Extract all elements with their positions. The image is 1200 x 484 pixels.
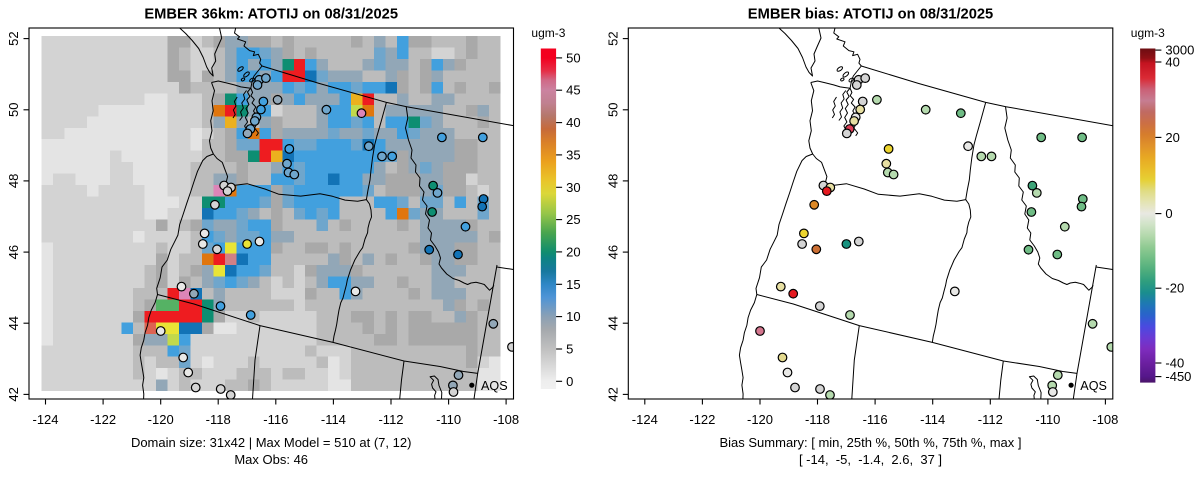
svg-text:-118: -118 <box>805 412 830 427</box>
svg-text:-450: -450 <box>1165 369 1191 384</box>
svg-text:40: 40 <box>1165 55 1179 70</box>
svg-text:52: 52 <box>605 31 620 45</box>
svg-text:-116: -116 <box>263 412 288 427</box>
svg-text:0: 0 <box>566 374 573 389</box>
svg-text:48: 48 <box>605 174 620 188</box>
svg-text:[ -14, -5, -1.4, 2.6, 37 ]: [ -14, -5, -1.4, 2.6, 37 ] <box>799 452 942 467</box>
svg-text:-114: -114 <box>920 412 945 427</box>
svg-text:44: 44 <box>6 316 21 330</box>
svg-text:Domain size: 31x42 | Max Model: Domain size: 31x42 | Max Model = 510 at … <box>131 435 412 450</box>
svg-text:52: 52 <box>6 31 21 45</box>
svg-text:-124: -124 <box>632 412 658 427</box>
svg-text:42: 42 <box>605 387 620 401</box>
svg-text:40: 40 <box>566 115 580 130</box>
svg-text:-118: -118 <box>206 412 231 427</box>
svg-text:Bias Summary: [ min, 25th %, 5: Bias Summary: [ min, 25th %, 50th %, 75t… <box>719 435 1021 450</box>
svg-text:42: 42 <box>6 387 21 401</box>
svg-text:ugm-3: ugm-3 <box>531 26 565 40</box>
svg-text:20: 20 <box>1165 130 1179 145</box>
svg-text:46: 46 <box>6 245 21 259</box>
svg-text:15: 15 <box>566 277 580 292</box>
svg-text:0: 0 <box>1165 206 1172 221</box>
svg-text:-110: -110 <box>1035 412 1060 427</box>
svg-text:-110: -110 <box>436 412 461 427</box>
svg-text:-40: -40 <box>1165 356 1184 371</box>
svg-text:-20: -20 <box>1165 281 1184 296</box>
svg-text:35: 35 <box>566 147 580 162</box>
svg-text:AQS: AQS <box>1080 379 1107 393</box>
svg-text:46: 46 <box>605 245 620 259</box>
svg-text:-122: -122 <box>90 412 116 427</box>
svg-text:Max Obs: 46: Max Obs: 46 <box>234 452 308 467</box>
svg-text:-124: -124 <box>32 412 58 427</box>
svg-text:20: 20 <box>566 244 580 259</box>
svg-text:50: 50 <box>566 50 580 65</box>
svg-text:ugm-3: ugm-3 <box>1131 26 1165 40</box>
svg-text:-108: -108 <box>1092 412 1118 427</box>
svg-text:-122: -122 <box>689 412 715 427</box>
svg-text:3000: 3000 <box>1165 43 1194 58</box>
svg-text:-120: -120 <box>747 412 773 427</box>
svg-text:-120: -120 <box>148 412 174 427</box>
svg-text:-112: -112 <box>978 412 1003 427</box>
svg-text:-116: -116 <box>863 412 888 427</box>
svg-text:48: 48 <box>6 174 21 188</box>
svg-text:25: 25 <box>566 212 580 227</box>
svg-text:-108: -108 <box>493 412 519 427</box>
svg-text:50: 50 <box>6 103 21 117</box>
svg-text:44: 44 <box>605 316 620 330</box>
svg-text:AQS: AQS <box>481 379 508 393</box>
svg-text:EMBER 36km: ATOTIJ on 08/31/20: EMBER 36km: ATOTIJ on 08/31/2025 <box>144 7 398 23</box>
svg-text:30: 30 <box>566 180 580 195</box>
svg-text:10: 10 <box>566 309 580 324</box>
svg-text:45: 45 <box>566 83 580 98</box>
svg-text:EMBER bias: ATOTIJ on 08/31/20: EMBER bias: ATOTIJ on 08/31/2025 <box>748 7 993 23</box>
svg-text:-114: -114 <box>321 412 346 427</box>
svg-text:50: 50 <box>605 103 620 117</box>
svg-text:-112: -112 <box>378 412 403 427</box>
svg-text:5: 5 <box>566 342 573 357</box>
